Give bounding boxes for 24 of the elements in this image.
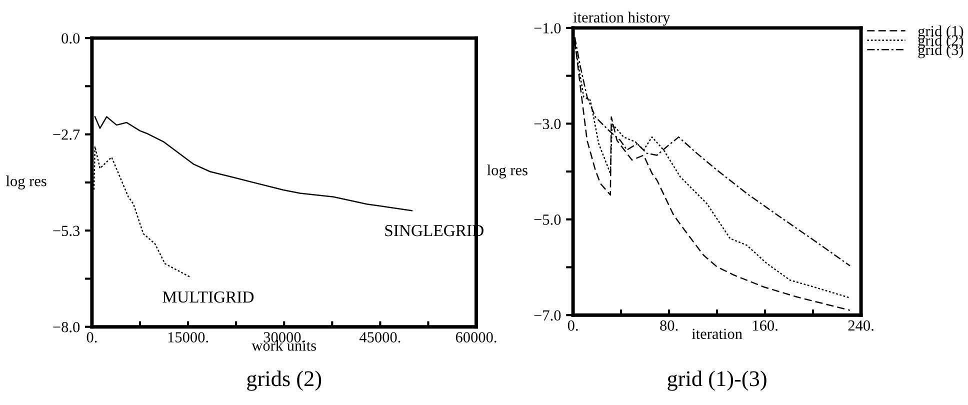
series-label: MULTIGRID bbox=[162, 291, 254, 303]
x-tick-label: 45000. bbox=[359, 332, 400, 343]
x-tick-label: 60000. bbox=[456, 332, 496, 343]
y-tick-label: 0.0 bbox=[62, 33, 80, 44]
x-tick-label: 160. bbox=[753, 320, 778, 331]
x-tick-label: 30000. bbox=[264, 332, 304, 343]
y-tick-label: −2.7 bbox=[53, 130, 80, 140]
y-axis-title: log res bbox=[6, 176, 46, 190]
y-tick-label: −7.0 bbox=[534, 310, 561, 321]
text: grids (2) bbox=[247, 370, 322, 391]
y-tick-label: −5.3 bbox=[53, 226, 80, 236]
y-tick-label: −5.0 bbox=[534, 214, 561, 225]
x-axis-title: iteration bbox=[692, 328, 742, 339]
x-tick-label: 0. bbox=[86, 332, 97, 343]
x-tick-label: 15000. bbox=[168, 332, 208, 343]
chart-title: iteration history bbox=[573, 12, 670, 26]
y-tick-label: −3.0 bbox=[534, 118, 561, 130]
x-tick-label: 240. bbox=[848, 320, 874, 331]
y-axis-title: log res bbox=[487, 164, 528, 178]
text: grid (1)-(3) bbox=[668, 370, 766, 391]
x-tick-label: 80. bbox=[660, 320, 678, 331]
x-tick-label: 0. bbox=[568, 320, 578, 331]
y-tick-label: −1.0 bbox=[534, 23, 561, 34]
y-tick-label: −8.0 bbox=[53, 322, 80, 332]
